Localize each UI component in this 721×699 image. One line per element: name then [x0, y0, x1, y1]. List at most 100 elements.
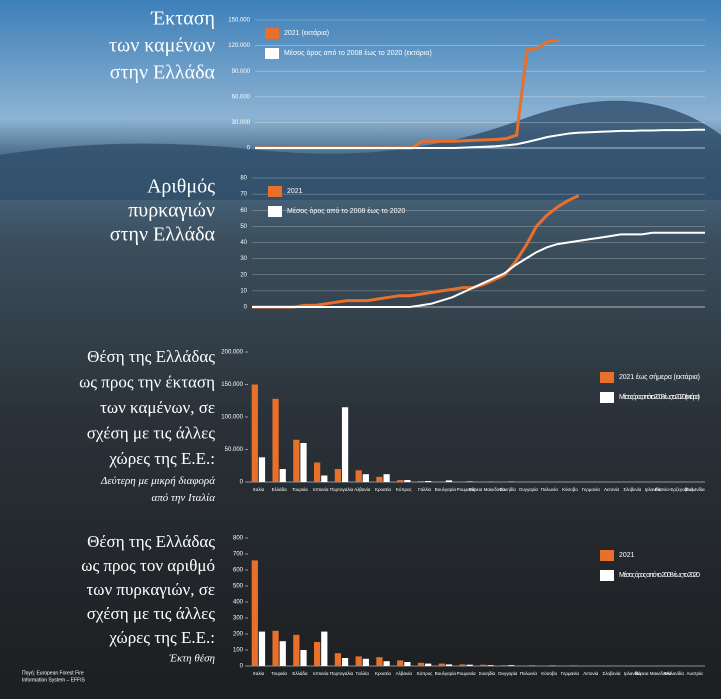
bar [293, 439, 300, 482]
bar [300, 650, 307, 666]
bar [425, 663, 432, 666]
mountains [0, 100, 721, 200]
legend-label: Μέσος όρος από το 2008 έως το 2020 (εκτά… [284, 49, 432, 57]
chart-subtitle: από την Ιταλία [151, 492, 215, 504]
series-line [252, 231, 705, 308]
legend-swatch [265, 48, 279, 59]
y-tick-label: 150.000 [228, 18, 250, 24]
bar [300, 443, 307, 482]
legend-label: 2021 [287, 188, 303, 195]
legend-swatch [600, 570, 614, 581]
legend-swatch [265, 28, 279, 39]
source: Πηγή: European Forest Fire [22, 669, 84, 676]
bar [376, 476, 383, 482]
x-tick-label: Σλοβενία [623, 487, 641, 492]
bar [459, 664, 466, 666]
bar [459, 481, 466, 482]
chart-title: των καμένων [109, 35, 215, 57]
bar [417, 481, 425, 482]
y-tick-label: 0 [244, 305, 248, 311]
y-tick-label: 300 [233, 616, 244, 622]
bar [466, 481, 473, 482]
x-tick-label: Πορτογαλία [330, 487, 354, 492]
chart-title: των πυρκαγιών, σε [86, 580, 215, 599]
bar [279, 469, 286, 482]
x-tick-label: Κύπρος [396, 486, 413, 492]
source: Information System – EFFIS [22, 677, 85, 683]
x-tick-label: Γαλλία [356, 671, 370, 676]
bar [258, 631, 266, 666]
y-tick-label: 10 [240, 288, 247, 294]
chart-title: ως προς την έκταση [79, 372, 215, 391]
x-tick-label: Πολωνία [541, 487, 559, 492]
x-tick-label: Φινλανδία [664, 671, 684, 676]
legend-label: Μέσος όρος από το 2008 έως το 2020 [619, 571, 700, 579]
x-tick-label: Βόρεια Μακεδονία [635, 670, 672, 676]
x-tick-label: Σουηδία [479, 671, 496, 676]
chart-title: πυρκαγιών [128, 200, 215, 222]
y-tick-label: 20 [240, 272, 247, 278]
bar [334, 653, 342, 666]
y-tick-label: 0 [247, 146, 251, 152]
chart-subtitle: Έκτη θέση [168, 653, 215, 665]
y-tick-label: 120.000 [228, 43, 250, 49]
x-tick-label: Λετονία [604, 487, 619, 492]
bar [487, 665, 494, 666]
chart-title: σχέση με τις άλλες [87, 604, 216, 623]
chart-title: στην Ελλάδα [110, 224, 216, 246]
legend-label: 2021 (εκτάρια) [284, 29, 329, 37]
legend-label: 2021 [619, 552, 635, 559]
chart-title: χώρες της Ε.Ε.: [108, 449, 215, 468]
bar [272, 398, 279, 482]
bar [466, 664, 473, 666]
x-tick-label: Βουλγαρία [435, 671, 457, 676]
y-tick-label: 90.000 [232, 69, 251, 75]
y-tick-label: 50 [240, 224, 247, 230]
x-tick-label: Ιρλανδία [624, 671, 641, 676]
y-tick-label: 60 [240, 208, 247, 214]
y-tick-label: 100 [233, 648, 244, 654]
bar [251, 560, 258, 666]
bar [321, 475, 328, 482]
y-tick-label: 50.000 [225, 447, 244, 453]
y-tick-label: 800 [233, 536, 244, 542]
x-tick-label: Κροατία [375, 671, 391, 676]
bar [341, 407, 349, 482]
x-tick-label: Αυστρία [687, 671, 704, 676]
legend-swatch [600, 392, 614, 403]
y-tick-label: 100.000 [221, 415, 243, 421]
bar [314, 462, 321, 482]
y-tick-label: 0 [240, 480, 244, 486]
y-tick-label: 200 [233, 632, 244, 638]
x-tick-label: Πορτογαλία [330, 671, 354, 676]
x-tick-label: Λετονία [583, 671, 598, 676]
x-tick-label: Ελλάδα [292, 670, 308, 676]
x-tick-label: Αλβανία [354, 487, 371, 492]
bar [500, 665, 508, 666]
x-tick-label: Τουρκία [292, 487, 308, 492]
legend-swatch [600, 550, 614, 561]
x-tick-label: Κροατία [375, 487, 391, 492]
bar [362, 658, 369, 666]
x-tick-label: Ρουμανία [457, 671, 476, 676]
x-tick-label: Βουλγαρία [435, 487, 457, 492]
x-tick-label: Ιταλία [253, 487, 265, 492]
chart-title: Έκταση [150, 8, 215, 30]
x-tick-label: Βόρεια Μακεδονία [469, 486, 506, 492]
y-tick-label: 150.000 [221, 382, 243, 388]
legend-swatch [268, 206, 282, 217]
x-tick-label: Τουρκία [271, 671, 287, 676]
x-tick-label: Ισπανία [313, 671, 329, 676]
bar [397, 660, 404, 666]
x-tick-label: Γερμανία [582, 487, 600, 492]
bar [397, 480, 404, 482]
chart-title: στην Ελλάδα [110, 62, 216, 84]
chart-title: Αριθμός [147, 176, 215, 198]
y-tick-label: 30.000 [232, 120, 251, 126]
bar [314, 642, 321, 666]
bar [445, 664, 453, 666]
bar [279, 641, 286, 666]
x-tick-label: Φινλανδία [685, 487, 705, 492]
bar [362, 474, 369, 482]
x-tick-label: Ιρλανδία [645, 487, 662, 492]
